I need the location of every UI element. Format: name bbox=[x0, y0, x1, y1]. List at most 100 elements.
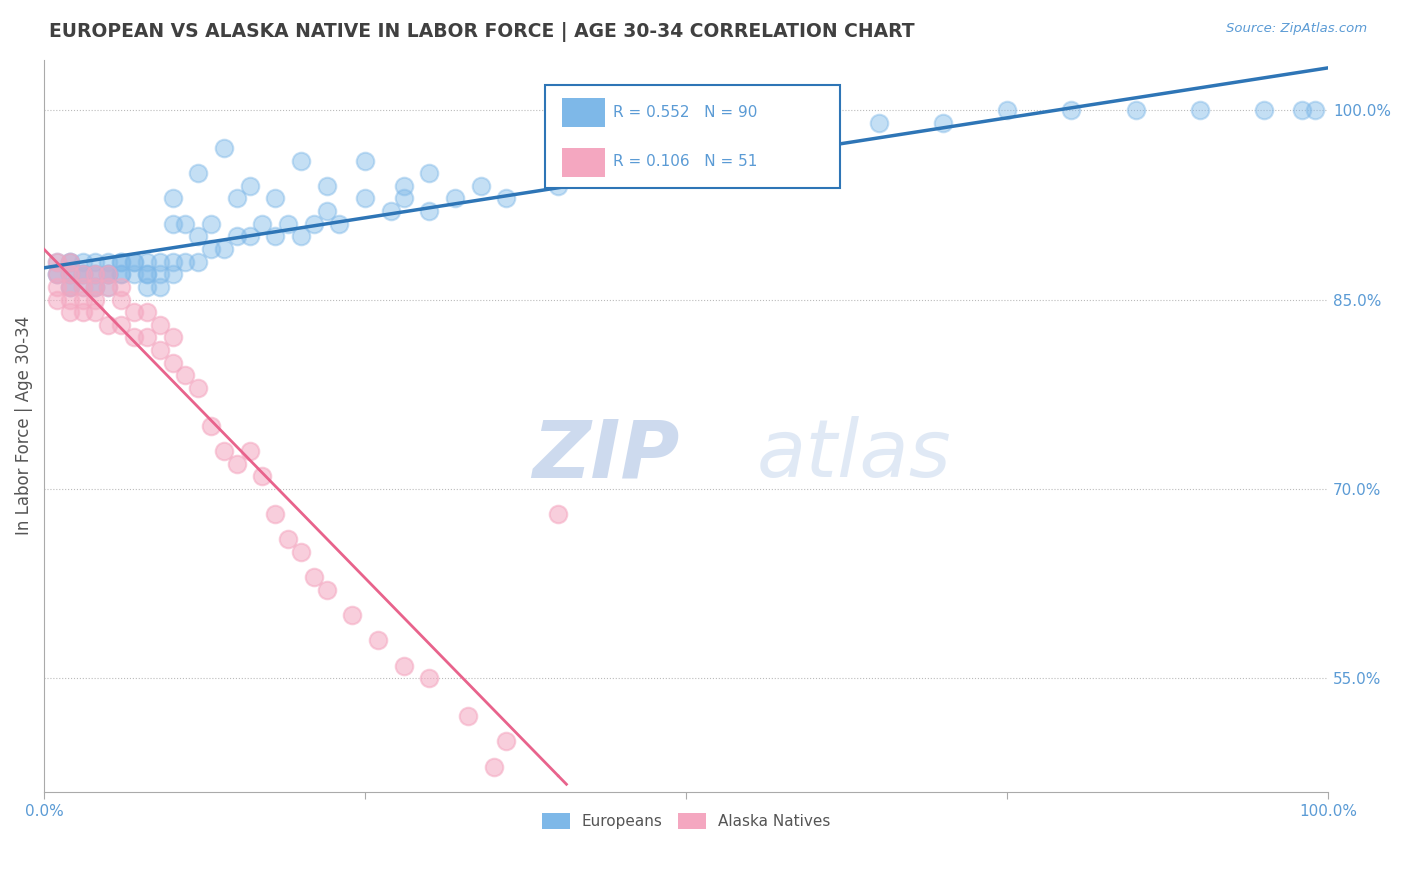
Point bbox=[225, 229, 247, 244]
Point bbox=[122, 254, 145, 268]
Point bbox=[302, 217, 325, 231]
Text: Source: ZipAtlas.com: Source: ZipAtlas.com bbox=[1226, 22, 1367, 36]
Text: EUROPEAN VS ALASKA NATIVE IN LABOR FORCE | AGE 30-34 CORRELATION CHART: EUROPEAN VS ALASKA NATIVE IN LABOR FORCE… bbox=[49, 22, 915, 42]
Point bbox=[1303, 103, 1326, 117]
Point bbox=[354, 192, 377, 206]
Point bbox=[135, 330, 157, 344]
FancyBboxPatch shape bbox=[546, 86, 841, 187]
Point bbox=[84, 293, 107, 307]
Point bbox=[187, 166, 209, 180]
Point bbox=[97, 318, 120, 332]
Point bbox=[97, 267, 120, 281]
Point bbox=[59, 280, 82, 294]
Point bbox=[238, 229, 260, 244]
Point bbox=[1291, 103, 1313, 117]
Point bbox=[470, 178, 492, 193]
Point bbox=[174, 368, 197, 383]
Point bbox=[110, 293, 132, 307]
Point bbox=[59, 254, 82, 268]
Point bbox=[84, 305, 107, 319]
Point bbox=[59, 254, 82, 268]
Point bbox=[264, 507, 287, 521]
Point bbox=[547, 178, 569, 193]
Text: atlas: atlas bbox=[756, 416, 952, 494]
Point bbox=[495, 734, 517, 748]
Point bbox=[418, 204, 440, 219]
Point bbox=[97, 280, 120, 294]
Point bbox=[200, 242, 222, 256]
Point bbox=[598, 166, 620, 180]
Point bbox=[162, 192, 184, 206]
Point bbox=[315, 582, 337, 597]
Point bbox=[264, 229, 287, 244]
Point bbox=[122, 305, 145, 319]
Point bbox=[700, 141, 723, 155]
Point bbox=[547, 507, 569, 521]
Point bbox=[110, 280, 132, 294]
Point bbox=[97, 254, 120, 268]
Point bbox=[149, 254, 172, 268]
Point bbox=[367, 633, 389, 648]
Point bbox=[328, 217, 350, 231]
Text: ZIP: ZIP bbox=[531, 416, 679, 494]
Point bbox=[149, 267, 172, 281]
Point bbox=[225, 192, 247, 206]
Point bbox=[149, 343, 172, 357]
Point bbox=[1125, 103, 1147, 117]
Point bbox=[46, 267, 69, 281]
Text: R = 0.106   N = 51: R = 0.106 N = 51 bbox=[613, 154, 758, 169]
Point bbox=[46, 280, 69, 294]
Point bbox=[110, 254, 132, 268]
Point bbox=[174, 217, 197, 231]
Point bbox=[342, 608, 364, 623]
Point bbox=[277, 217, 299, 231]
Point bbox=[84, 267, 107, 281]
Point bbox=[315, 178, 337, 193]
Point bbox=[84, 280, 107, 294]
Point bbox=[418, 166, 440, 180]
Point bbox=[135, 267, 157, 281]
Point bbox=[187, 229, 209, 244]
Point bbox=[212, 444, 235, 458]
Point bbox=[72, 280, 94, 294]
Point bbox=[200, 418, 222, 433]
Point bbox=[392, 658, 415, 673]
Point bbox=[84, 280, 107, 294]
Y-axis label: In Labor Force | Age 30-34: In Labor Force | Age 30-34 bbox=[15, 316, 32, 535]
Point bbox=[238, 444, 260, 458]
Point bbox=[84, 267, 107, 281]
Point bbox=[162, 217, 184, 231]
Point bbox=[354, 153, 377, 168]
Point bbox=[46, 293, 69, 307]
Point bbox=[59, 254, 82, 268]
Point bbox=[59, 267, 82, 281]
Point bbox=[135, 280, 157, 294]
Point bbox=[97, 280, 120, 294]
Point bbox=[59, 267, 82, 281]
Point bbox=[72, 267, 94, 281]
Point bbox=[72, 267, 94, 281]
Point bbox=[1188, 103, 1211, 117]
Point bbox=[59, 280, 82, 294]
Point bbox=[84, 267, 107, 281]
Point bbox=[187, 254, 209, 268]
Point bbox=[1253, 103, 1275, 117]
Point bbox=[444, 192, 467, 206]
Point bbox=[650, 153, 672, 168]
Point bbox=[252, 469, 274, 483]
Point bbox=[868, 116, 890, 130]
Point bbox=[122, 267, 145, 281]
Point bbox=[97, 267, 120, 281]
Point bbox=[238, 178, 260, 193]
Point bbox=[1060, 103, 1083, 117]
Point bbox=[72, 280, 94, 294]
Point bbox=[135, 254, 157, 268]
Point bbox=[46, 267, 69, 281]
Point bbox=[59, 267, 82, 281]
Point bbox=[200, 217, 222, 231]
Point bbox=[803, 128, 825, 143]
FancyBboxPatch shape bbox=[561, 148, 605, 177]
Point bbox=[752, 128, 775, 143]
Point bbox=[84, 254, 107, 268]
Point bbox=[932, 116, 955, 130]
